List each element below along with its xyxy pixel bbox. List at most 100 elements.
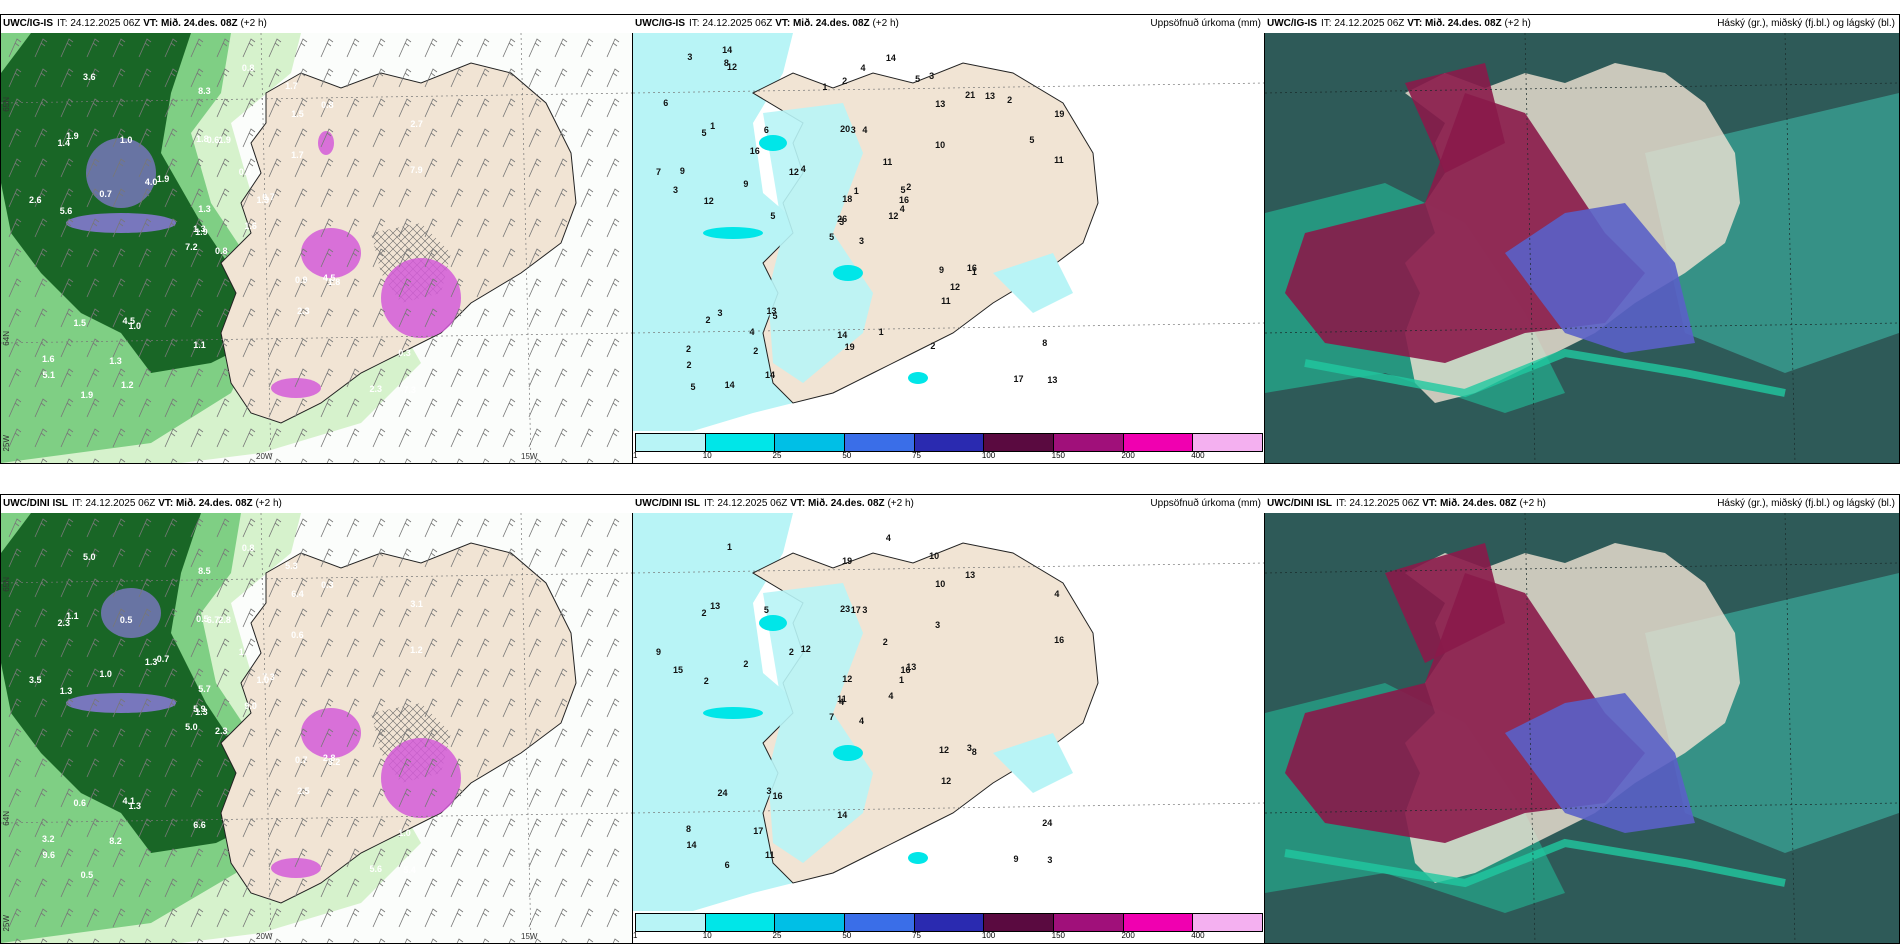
precip-value: 3	[766, 785, 772, 796]
wind-value: 2.8	[322, 752, 336, 763]
precip-value: 3	[839, 217, 845, 228]
wind-value: 7.2	[185, 242, 198, 253]
precip-value: 8	[1042, 337, 1048, 348]
wind-value: 6.7	[206, 615, 220, 626]
lead-time: (+2 h)	[1504, 18, 1531, 29]
precip-value: 3	[717, 307, 723, 318]
precip-value: 12	[888, 210, 899, 221]
colorbar-tick: 25	[772, 451, 782, 460]
wind-map[interactable]	[1, 33, 633, 463]
precip-map-svg	[633, 33, 1265, 431]
wind-value: 1.8	[196, 134, 209, 145]
wind-value: 1.0	[256, 674, 270, 685]
wind-value: 4.5	[122, 315, 136, 326]
cloud-edge	[1304, 348, 1786, 398]
precip-value: 11	[1054, 155, 1064, 166]
precip-value: 5	[829, 232, 835, 243]
colorbar-tick: 150	[1051, 451, 1066, 460]
wind-value: 1.7	[291, 150, 304, 161]
precip-value: 24	[717, 787, 728, 798]
model-name: UWC/IG-IS	[3, 18, 53, 29]
wind-value: 1.0	[119, 135, 133, 146]
axis-lon-20: 20W	[256, 452, 273, 461]
wind-value: 1.0	[99, 668, 112, 679]
colorbar-tick: 200	[1121, 931, 1135, 940]
precip-value: 12	[938, 744, 949, 755]
axis-lon-20: 20W	[256, 932, 273, 941]
wind-value: 5.9	[193, 703, 206, 714]
precip-value: 13	[710, 601, 721, 612]
precip-value: 26	[837, 213, 848, 224]
precip-value: 9	[679, 165, 685, 176]
colorbar-tick: 150	[1051, 931, 1066, 940]
precip-cyan-1	[759, 615, 787, 631]
precip-east	[993, 253, 1073, 313]
wind-value: 5.7	[198, 684, 211, 695]
wind-value: 2.3	[297, 305, 310, 316]
precip-value: 11	[882, 157, 893, 168]
wind-value: 3.5	[29, 675, 42, 686]
colorbar-swatch	[1054, 914, 1124, 931]
colorbar-swatch	[636, 434, 706, 451]
colorbar-tick: 200	[1121, 451, 1135, 460]
colorbar-tick: 10	[702, 931, 712, 940]
precip-value: 1	[899, 674, 905, 685]
wind-value: 5.0	[185, 722, 198, 733]
wind-value: 8.2	[109, 835, 122, 846]
panel-header: UWC/DINI ISL IT: 24.12.2025 06Z VT: Mið. …	[1265, 495, 1899, 513]
precip-value: 6	[724, 860, 730, 871]
colorbar-swatch	[705, 434, 776, 451]
precip-colorbar: 1 10 25 50 75 100 150 200 400	[633, 433, 1263, 461]
it-label: IT:	[57, 18, 68, 29]
precip-value: 20	[840, 124, 851, 135]
it-label: IT:	[72, 498, 83, 509]
axis-lat-64: 64N	[2, 811, 11, 826]
cloud-map[interactable]	[1265, 513, 1899, 943]
cloud-mid	[1505, 693, 1695, 833]
wind-value: 6.6	[193, 820, 206, 831]
precip-value: 4	[860, 62, 866, 73]
wind-value: 1.3	[193, 223, 206, 234]
precip-value: 5	[772, 310, 778, 321]
wind-panel-row1: UWC/IG-IS IT: 24.12.2025 06Z VT: Mið. 24.…	[0, 14, 634, 464]
precip-value: 12	[727, 62, 738, 73]
graticule	[1, 33, 633, 463]
precip-map[interactable]	[633, 513, 1265, 911]
colorbar-tick: 1	[633, 451, 638, 460]
precip-value: 3	[858, 235, 864, 246]
precip-map-svg	[633, 513, 1265, 911]
wind-value: 1.9	[218, 134, 231, 145]
precip-value: 2	[788, 646, 794, 657]
wind-value: 7.3	[403, 384, 416, 395]
precip-map[interactable]	[633, 33, 1265, 431]
wind-value: 0.7	[99, 188, 112, 199]
it-value: 24.12.2025 06Z	[1349, 498, 1420, 509]
wind-value: 0.5	[119, 615, 133, 626]
precip-value: 5	[770, 211, 776, 222]
colorbar-tick: 400	[1191, 451, 1205, 460]
precip-cyan-1	[759, 135, 787, 151]
cloud-map[interactable]	[1265, 33, 1899, 463]
precip-value: 4	[749, 327, 755, 338]
precip-value: 5	[701, 127, 707, 138]
precip-value: 12	[788, 166, 799, 177]
precip-value: 16	[899, 194, 910, 205]
precip-value: 9	[1013, 854, 1019, 865]
wind-value: 7.9	[410, 165, 423, 176]
precip-value: 14	[686, 839, 697, 850]
precip-value: 6	[763, 125, 769, 136]
model-name: UWC/DINI ISL	[3, 498, 68, 509]
precip-cyan-4	[908, 372, 928, 384]
wind-value: 1.3	[109, 355, 122, 366]
wind-value: 1.5	[73, 317, 87, 328]
precip-over-land	[763, 583, 873, 863]
precip-colorbar: 1 10 25 50 75 100 150 200 400	[633, 913, 1263, 941]
it-label: IT:	[1321, 18, 1332, 29]
model-name: UWC/IG-IS	[635, 18, 685, 29]
wind-map[interactable]	[1, 513, 633, 943]
vt-value: Mið. 24.des. 08Z	[175, 498, 253, 509]
wind-value: 0.3	[398, 347, 411, 358]
precip-value: 1	[710, 121, 716, 132]
cloud-map-svg	[1265, 513, 1899, 943]
wind-value: 0.6	[73, 797, 87, 808]
